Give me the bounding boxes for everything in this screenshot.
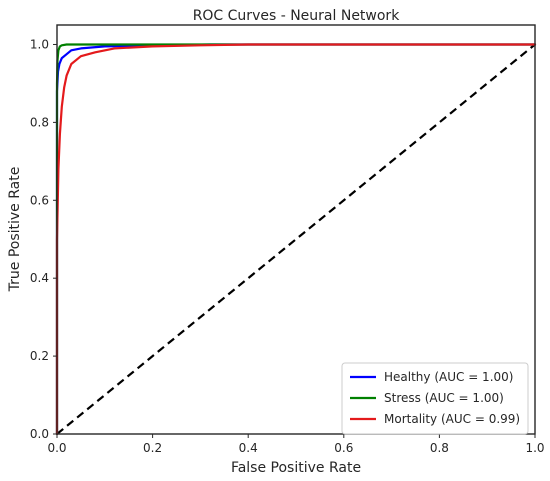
x-tick-label: 0.0	[47, 441, 66, 455]
x-tick-label: 0.6	[334, 441, 353, 455]
plot-frame	[56, 24, 536, 435]
reference-line-layer	[56, 43, 536, 435]
legend-label: Mortality (AUC = 0.99)	[384, 412, 520, 426]
x-axis-ticks: 0.0 0.2 0.4 0.6 0.8 1.0	[47, 434, 545, 455]
legend: Healthy (AUC = 1.00) Stress (AUC = 1.00) M…	[341, 362, 529, 435]
legend-label: Stress (AUC = 1.00)	[384, 391, 504, 405]
y-tick-label: 0.8	[30, 115, 49, 129]
y-axis-ticks: 0.0 0.2 0.4 0.6 0.8 1.0	[30, 37, 57, 441]
y-tick-label: 1.0	[30, 37, 49, 51]
y-tick-label: 0.4	[30, 271, 49, 285]
x-tick-label: 1.0	[525, 441, 544, 455]
y-tick-label: 0.0	[30, 427, 49, 441]
series-line-3	[55, 43, 537, 436]
x-tick-label: 0.8	[430, 441, 449, 455]
diagonal-reference-line	[56, 43, 536, 435]
x-axis-label: False Positive Rate	[231, 460, 361, 476]
x-tick-label: 0.4	[239, 441, 258, 455]
legend-box	[341, 362, 529, 435]
legend-label: Healthy (AUC = 1.00)	[384, 370, 513, 384]
y-tick-label: 0.2	[30, 349, 49, 363]
x-tick-label: 0.2	[143, 441, 162, 455]
y-axis-label: True Positive Rate	[7, 167, 23, 293]
chart-title: ROC Curves - Neural Network	[193, 8, 401, 24]
y-tick-label: 0.6	[30, 193, 49, 207]
